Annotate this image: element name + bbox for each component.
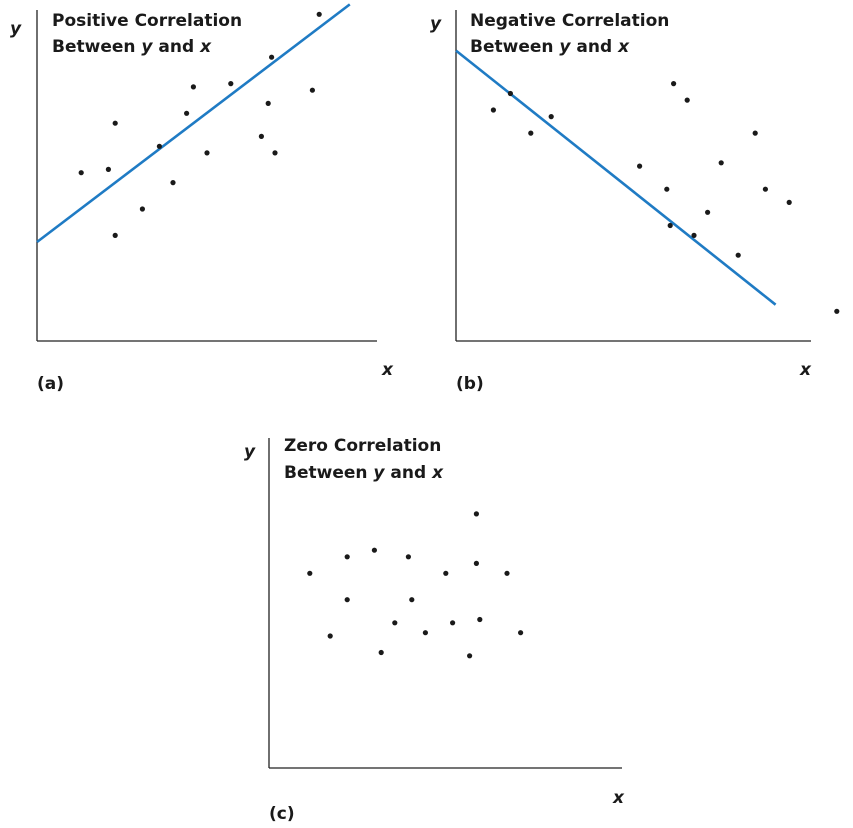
chart-title-line1: Zero Correlation <box>284 436 441 456</box>
data-point <box>156 143 162 149</box>
title-part: x <box>617 37 630 57</box>
data-point <box>473 560 479 567</box>
chart-title-line2: Between y and x <box>470 37 630 57</box>
data-point <box>258 133 264 139</box>
data-point <box>450 620 456 626</box>
y-axis-label: y <box>10 19 22 39</box>
title-part: y <box>373 463 385 483</box>
panel-label: (b) <box>456 374 484 394</box>
data-point <box>112 120 118 126</box>
data-point <box>518 630 524 636</box>
chart-title-line1: Negative Correlation <box>470 11 669 31</box>
title-part: Between <box>470 37 559 57</box>
data-point <box>392 620 398 626</box>
title-part: and <box>385 463 433 483</box>
data-point <box>409 597 415 603</box>
data-point <box>378 649 384 656</box>
data-point <box>316 11 322 17</box>
data-point <box>112 232 118 238</box>
data-point <box>752 130 758 136</box>
data-point <box>344 554 350 560</box>
data-point <box>344 597 350 603</box>
data-point <box>637 163 643 169</box>
title-part: x <box>431 463 444 483</box>
data-point <box>507 90 513 97</box>
title-part: Between <box>52 37 141 57</box>
data-point <box>667 222 673 229</box>
data-point <box>735 252 741 258</box>
chart-title-line2: Between y and x <box>52 37 212 57</box>
data-point <box>467 653 473 659</box>
data-point <box>78 170 84 176</box>
y-axis-label: y <box>244 442 256 462</box>
data-point <box>528 130 534 136</box>
title-part: y <box>141 37 153 57</box>
x-axis-label: x <box>612 788 625 808</box>
data-point <box>228 81 234 87</box>
trend-line <box>36 3 351 244</box>
title-part: y <box>559 37 571 57</box>
data-point <box>190 84 196 90</box>
data-point <box>834 308 840 314</box>
x-axis-label: x <box>799 360 812 380</box>
data-point <box>327 633 333 639</box>
data-point <box>139 206 145 212</box>
data-point <box>371 547 377 553</box>
trend-line <box>455 49 777 306</box>
y-axis-label: y <box>430 14 442 34</box>
chart-title-line2: Between y and x <box>284 463 444 483</box>
title-part: x <box>199 37 212 57</box>
data-point <box>309 87 315 93</box>
data-point <box>405 554 411 560</box>
data-point <box>786 199 792 205</box>
data-point <box>684 97 690 103</box>
data-point <box>705 209 711 215</box>
data-point <box>671 81 677 87</box>
data-point <box>105 166 111 172</box>
panel-label: (c) <box>269 804 295 824</box>
data-point <box>664 186 670 192</box>
data-point <box>443 570 449 576</box>
panel-label: (a) <box>37 374 64 394</box>
chart-title-line1: Positive Correlation <box>52 11 242 31</box>
data-point <box>691 232 697 238</box>
data-point <box>422 630 428 636</box>
title-part: Between <box>284 463 373 483</box>
title-part: and <box>571 37 619 57</box>
data-point <box>184 110 190 116</box>
x-axis-label: x <box>381 360 394 380</box>
data-point <box>204 150 210 156</box>
data-point <box>548 114 554 120</box>
data-point <box>170 180 176 186</box>
data-point <box>477 616 483 623</box>
title-part: and <box>153 37 201 57</box>
data-point <box>762 186 769 192</box>
data-point <box>307 570 313 576</box>
data-point <box>272 150 278 156</box>
data-point <box>490 107 496 113</box>
data-point <box>265 100 271 106</box>
data-point <box>504 570 510 576</box>
data-point <box>718 160 724 166</box>
data-point <box>269 54 275 60</box>
data-point <box>473 511 479 517</box>
